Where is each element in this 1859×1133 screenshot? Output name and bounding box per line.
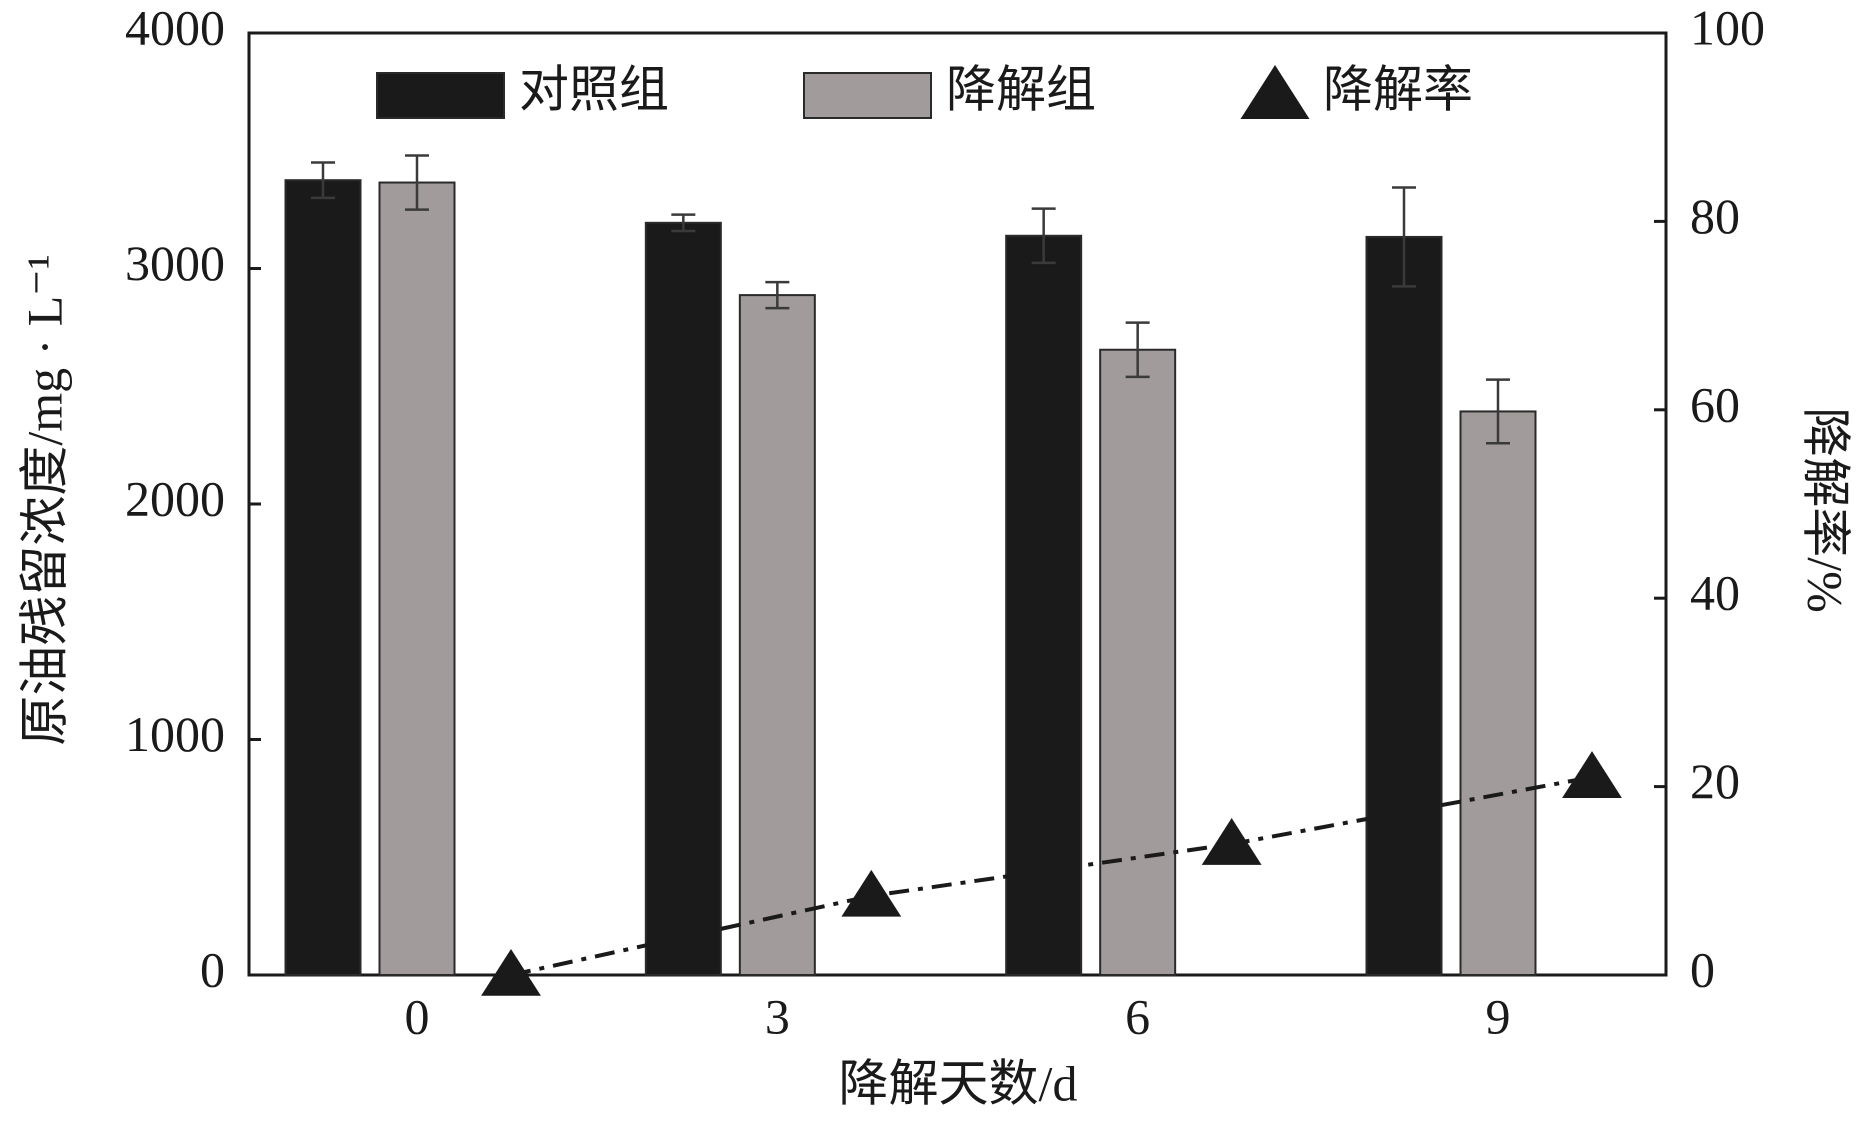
error-bar: [1486, 378, 1510, 445]
bar: [1365, 235, 1443, 976]
legend-swatch: [376, 72, 505, 119]
y-tick-label: 0: [200, 941, 225, 997]
trend-line: [510, 775, 1593, 977]
y2-tick-label: 20: [1690, 753, 1740, 809]
bar: [378, 181, 456, 977]
bar: [1459, 410, 1537, 976]
error-bar: [671, 213, 696, 233]
y-axis-label: 原油残留浓度/mg · L⁻¹: [16, 254, 72, 745]
y2-tick-label: 60: [1690, 376, 1740, 432]
y2-tick-label: 40: [1690, 565, 1740, 621]
legend-swatch: [803, 72, 932, 119]
y2-tick-label: 100: [1690, 0, 1765, 55]
y-tick-label: 3000: [125, 235, 225, 291]
y2-axis-label: 降解率/%: [1798, 407, 1854, 613]
x-tick-label: 0: [405, 988, 430, 1044]
legend-label: 对照组: [519, 61, 669, 117]
bar: [1005, 234, 1083, 976]
legend-label: 降解组: [946, 61, 1096, 117]
legend-marker: [1240, 65, 1310, 119]
plot-frame: [247, 31, 1668, 977]
y2-tick-label: 80: [1690, 188, 1740, 244]
triangle-marker: [1562, 751, 1622, 798]
triangle-marker: [481, 949, 541, 996]
y-tick-label: 2000: [125, 470, 225, 526]
bar: [284, 179, 362, 976]
y-tick-label: 4000: [125, 0, 225, 55]
x-tick-label: 9: [1486, 988, 1511, 1044]
bar: [738, 294, 816, 976]
x-axis-label: 降解天数/d: [839, 1055, 1078, 1111]
x-tick-label: 6: [1125, 988, 1150, 1044]
error-bar: [311, 161, 335, 200]
error-bar: [1392, 186, 1416, 288]
error-bar: [405, 154, 429, 211]
y-tick-label: 1000: [125, 706, 225, 762]
error-bar: [765, 280, 790, 310]
bar: [644, 221, 722, 977]
triangle-marker: [1201, 818, 1262, 865]
bar: [1099, 348, 1177, 976]
y2-tick-label: 0: [1690, 941, 1715, 997]
legend-label: 降解率: [1323, 61, 1473, 117]
error-bar: [1125, 321, 1150, 379]
error-bar: [1031, 207, 1056, 265]
x-tick-label: 3: [765, 988, 790, 1044]
triangle-marker: [841, 869, 902, 917]
